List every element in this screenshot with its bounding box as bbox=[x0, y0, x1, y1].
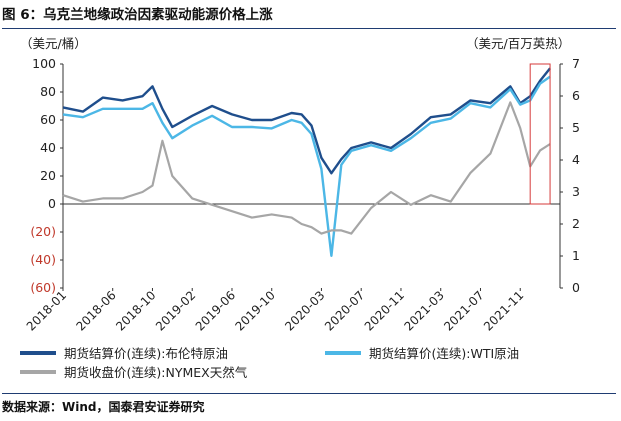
title-divider bbox=[2, 28, 616, 29]
series-line bbox=[62, 67, 552, 175]
x-tick-label: 2021-07 bbox=[441, 288, 486, 333]
left-tick-label: 60 bbox=[40, 112, 56, 127]
source-note: 数据来源：Wind，国泰君安证券研究 bbox=[2, 400, 205, 414]
x-tick-label: 2019-10 bbox=[233, 288, 278, 333]
legend: 期货结算价(连续):布伦特原油 期货结算价(连续):WTI原油期货收盘价(连续):… bbox=[20, 346, 519, 380]
source-divider bbox=[2, 393, 616, 394]
x-tick-label: 2018-01 bbox=[24, 288, 69, 333]
right-tick-label: 3 bbox=[572, 184, 580, 199]
x-axis-ticks: 2018-01 2018-062018-102019-022019-062019-… bbox=[24, 288, 526, 334]
x-tick-label: 2021-03 bbox=[401, 288, 446, 333]
left-axis-ticks: 100 80 60 40 20 0 (20) (40) (60) bbox=[30, 56, 63, 295]
left-tick-label: (40) bbox=[30, 252, 56, 267]
left-tick-label: 80 bbox=[40, 84, 56, 99]
x-tick-label: 2020-11 bbox=[362, 288, 407, 333]
legend-label: 期货结算价(连续):布伦特原油 bbox=[64, 346, 228, 361]
plot-area bbox=[62, 63, 561, 288]
legend-label: 期货结算价(连续):WTI原油 bbox=[369, 346, 519, 361]
x-tick-label: 2020-07 bbox=[322, 288, 367, 333]
highlight-box bbox=[529, 63, 551, 205]
right-axis-unit: （美元/百万英热） bbox=[466, 36, 570, 51]
right-tick-label: 4 bbox=[572, 152, 580, 167]
right-tick-label: 0 bbox=[572, 280, 580, 295]
right-tick-label: 2 bbox=[572, 216, 580, 231]
left-tick-label: 20 bbox=[40, 168, 56, 183]
right-tick-label: 5 bbox=[572, 120, 580, 135]
series-line bbox=[62, 101, 551, 235]
left-tick-label: (60) bbox=[30, 280, 56, 295]
left-tick-label: 0 bbox=[48, 196, 56, 211]
x-tick-label: 2019-02 bbox=[153, 288, 198, 333]
x-tick-label: 2018-10 bbox=[113, 288, 158, 333]
right-tick-label: 6 bbox=[572, 88, 580, 103]
left-axis-unit: （美元/桶） bbox=[20, 36, 87, 51]
chart-title: 图 6：乌克兰地缘政治因素驱动能源价格上涨 bbox=[2, 7, 273, 23]
left-tick-label: (20) bbox=[30, 224, 56, 239]
right-tick-label: 1 bbox=[572, 248, 580, 263]
series-line bbox=[62, 75, 551, 258]
x-tick-label: 2018-06 bbox=[73, 288, 118, 333]
x-tick-label: 2019-06 bbox=[193, 288, 238, 333]
x-tick-label: 2021-11 bbox=[481, 288, 526, 333]
left-tick-label: 100 bbox=[32, 56, 56, 71]
right-axis-ticks: 7 6 5 4 3 2 1 0 bbox=[560, 56, 580, 295]
left-tick-label: 40 bbox=[40, 140, 56, 155]
legend-label: 期货收盘价(连续):NYMEX天然气 bbox=[64, 365, 248, 380]
right-tick-label: 7 bbox=[572, 56, 580, 71]
x-tick-label: 2020-03 bbox=[282, 288, 327, 333]
